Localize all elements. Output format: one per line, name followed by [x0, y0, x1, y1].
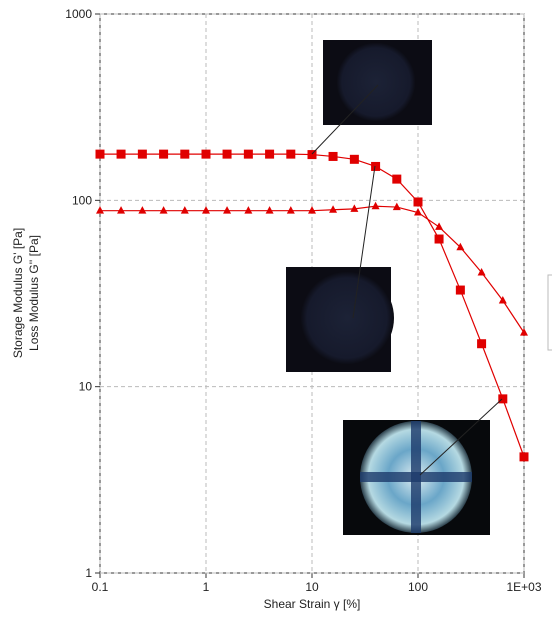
triangle-marker — [223, 206, 231, 214]
x-tick-label: 1 — [203, 580, 210, 594]
triangle-marker — [287, 206, 295, 214]
square-marker — [477, 339, 486, 348]
y-tick-label: 100 — [72, 193, 92, 207]
y-axis-label: Loss Modulus G'' [Pa] — [27, 235, 41, 351]
triangle-marker — [160, 206, 168, 214]
square-marker — [202, 150, 211, 159]
triangle-marker — [266, 206, 274, 214]
photo — [323, 40, 432, 125]
x-tick-label: 1E+03 — [506, 580, 541, 594]
square-marker — [286, 150, 295, 159]
square-marker — [498, 394, 507, 403]
square-marker — [244, 150, 253, 159]
square-marker — [159, 150, 168, 159]
square-marker — [223, 150, 232, 159]
square-marker — [435, 235, 444, 244]
triangle-marker — [308, 206, 316, 214]
triangle-marker — [435, 222, 443, 230]
photo — [343, 420, 490, 535]
y-axis-label: Storage Modulus G' [Pa] — [11, 228, 25, 358]
triangle-marker — [96, 206, 104, 214]
x-axis-label: Shear Strain γ [%] — [264, 597, 361, 611]
square-marker — [180, 150, 189, 159]
triangle-marker — [329, 205, 337, 213]
legend-box — [548, 275, 552, 350]
x-tick-label: 0.1 — [92, 580, 109, 594]
chart: 0.11101001E+031101001000 Shear Strain γ … — [0, 0, 552, 617]
triangle-marker — [393, 203, 401, 211]
square-marker — [350, 155, 359, 164]
triangle-marker — [372, 202, 380, 210]
y-tick-label: 1000 — [65, 7, 92, 21]
triangle-marker — [138, 206, 146, 214]
square-marker — [96, 150, 105, 159]
triangle-marker — [181, 206, 189, 214]
square-marker — [117, 150, 126, 159]
x-tick-label: 100 — [408, 580, 428, 594]
y-tick-label: 1 — [85, 566, 92, 580]
square-marker — [138, 150, 147, 159]
square-marker — [392, 175, 401, 184]
triangle-marker — [244, 206, 252, 214]
square-marker — [520, 452, 529, 461]
square-marker — [308, 150, 317, 159]
square-marker — [456, 286, 465, 295]
triangle-marker — [117, 206, 125, 214]
square-marker — [414, 197, 423, 206]
x-tick-label: 10 — [305, 580, 319, 594]
y-tick-label: 10 — [79, 380, 93, 394]
square-marker — [265, 150, 274, 159]
triangle-marker — [202, 206, 210, 214]
photo — [286, 267, 394, 372]
square-marker — [371, 162, 380, 171]
square-marker — [329, 152, 338, 161]
